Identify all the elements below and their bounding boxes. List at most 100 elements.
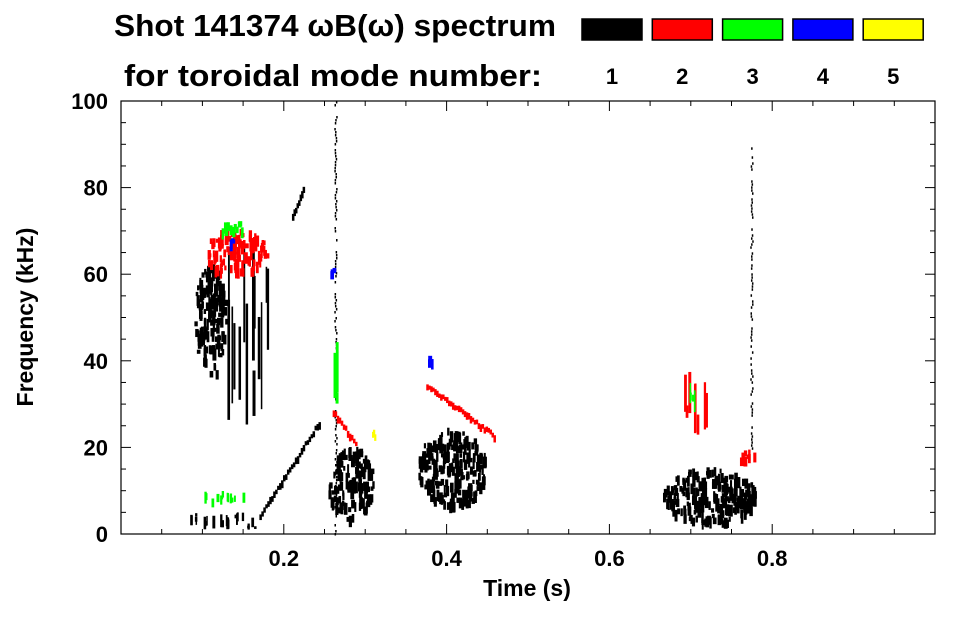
spectral-mark — [751, 327, 753, 330]
spectral-mark — [459, 459, 463, 468]
spectral-mark — [252, 370, 256, 416]
spectral-mark — [300, 447, 304, 455]
spectral-mark — [673, 500, 677, 505]
spectral-mark — [212, 238, 216, 248]
spectral-mark — [476, 481, 480, 487]
spectral-mark — [221, 307, 225, 318]
spectral-mark — [717, 473, 721, 486]
spectral-mark — [335, 422, 338, 425]
spectral-mark — [337, 507, 341, 514]
spectral-mark — [750, 294, 753, 297]
spectral-mark — [465, 489, 469, 502]
spectral-mark — [441, 494, 444, 503]
spectral-mark — [210, 261, 214, 271]
spectral-mark — [223, 222, 228, 234]
spectral-mark — [208, 286, 213, 294]
spectral-mark — [335, 338, 338, 341]
spectral-mark — [741, 452, 745, 460]
spectral-mark — [691, 517, 696, 527]
spectral-mark — [335, 464, 337, 467]
spectral-mark — [430, 494, 435, 499]
spectral-mark — [328, 484, 331, 491]
spectral-mark — [195, 291, 199, 297]
spectral-mark — [459, 407, 463, 413]
spectral-mark — [222, 293, 226, 304]
spectral-mark — [364, 487, 368, 492]
spectral-mark — [215, 238, 219, 243]
spectral-mark — [687, 475, 690, 487]
spectral-mark — [469, 466, 473, 475]
spectral-mark — [452, 458, 455, 464]
legend-label-mode-5: 5 — [887, 64, 899, 89]
spectral-mark — [701, 477, 705, 488]
spectral-mark — [709, 469, 712, 478]
spectral-mark — [335, 497, 338, 500]
spectral-mark — [251, 251, 255, 361]
spectral-mark — [431, 456, 434, 465]
spectral-mark — [451, 500, 454, 511]
spectral-mark — [219, 263, 223, 271]
spectral-mark — [212, 345, 215, 353]
spectral-mark — [203, 354, 207, 361]
spectral-mark — [345, 481, 349, 490]
spectral-mark — [335, 209, 338, 212]
spectral-mark — [751, 435, 754, 438]
spectral-mark — [199, 327, 203, 338]
spectral-mark — [362, 458, 367, 464]
spectral-mark — [234, 270, 238, 279]
spectral-mark — [206, 290, 210, 298]
spectral-mark — [335, 254, 338, 257]
spectral-mark — [463, 447, 467, 455]
spectral-mark — [351, 499, 355, 509]
spectral-mark — [221, 520, 224, 528]
spectral-mark — [425, 453, 429, 458]
spectral-mark — [453, 501, 456, 512]
spectral-mark — [749, 504, 753, 517]
spectral-mark — [227, 493, 230, 503]
spectral-mark — [213, 363, 216, 371]
spectral-mark — [203, 333, 208, 340]
spectral-mark — [666, 485, 670, 496]
spectral-mark — [335, 329, 337, 332]
spectral-mark — [439, 434, 443, 446]
spectral-mark — [701, 501, 705, 513]
spectral-mark — [233, 495, 236, 502]
spectral-mark — [223, 299, 228, 306]
spectral-mark — [435, 481, 440, 489]
spectral-mark — [424, 484, 428, 490]
spectral-mark — [365, 502, 368, 514]
spectral-mark — [334, 488, 337, 491]
spectral-mark — [750, 306, 753, 309]
spectral-mark — [360, 463, 363, 470]
spectral-mark — [203, 289, 207, 297]
spectral-mark — [330, 271, 335, 280]
spectral-mark — [751, 168, 753, 171]
spectral-mark — [751, 402, 754, 405]
spectral-mark — [691, 495, 695, 506]
spectral-mark — [450, 492, 455, 505]
spectral-mark — [355, 441, 358, 447]
spectral-mark — [333, 471, 336, 479]
legend-swatch-mode-4 — [792, 18, 854, 41]
spectral-mark — [427, 450, 430, 458]
spectral-mark — [751, 156, 754, 159]
spectral-mark — [244, 243, 249, 249]
spectral-mark — [722, 498, 726, 509]
spectral-mark — [221, 331, 225, 342]
spectral-mark — [335, 218, 338, 221]
spectral-mark — [481, 484, 486, 490]
spectral-mark — [475, 419, 479, 425]
spectral-mark — [751, 390, 754, 393]
spectral-mark — [422, 453, 425, 466]
spectral-mark — [260, 246, 263, 259]
spectral-mark — [352, 477, 357, 487]
spectral-mark — [335, 503, 337, 506]
spectral-mark — [736, 497, 741, 506]
spectral-mark — [477, 423, 481, 430]
spectral-mark — [334, 122, 337, 125]
spectral-mark — [216, 337, 221, 349]
spectral-mark — [214, 283, 218, 295]
spectral-mark — [352, 451, 357, 456]
spectral-mark — [336, 443, 338, 446]
spectral-mark — [473, 419, 477, 425]
